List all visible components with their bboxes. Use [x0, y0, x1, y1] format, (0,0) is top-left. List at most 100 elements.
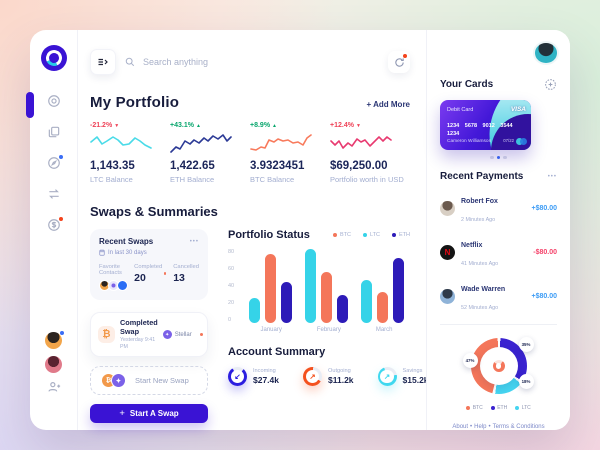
- bar-eth-january[interactable]: [281, 282, 293, 323]
- summary-item-savings: ↗ Savings $15.2k: [377, 367, 429, 386]
- app-logo-icon[interactable]: [40, 45, 67, 71]
- footer-links: About • Help • Terms & Conditions: [440, 424, 557, 430]
- add-user-button[interactable]: [47, 380, 61, 394]
- portfolio-cards-row: -21.2% ▼ 1,143.35 LTC Balance +43.1% ▲ 1,4…: [90, 122, 410, 184]
- add-card-button[interactable]: [544, 78, 557, 91]
- favorite-contacts: [99, 280, 134, 291]
- summary-label: Outgoing: [328, 368, 351, 374]
- sparkline-chart: [170, 134, 232, 153]
- dollar-icon: [47, 219, 60, 231]
- start-new-swap-label: Start New Swap: [135, 376, 189, 386]
- contact-avatar[interactable]: [45, 356, 62, 373]
- legend-item-ltc[interactable]: LTC: [363, 232, 380, 238]
- legend-label: BTC: [472, 405, 483, 411]
- contact-avatar[interactable]: [117, 280, 128, 291]
- payment-amount: +$80.00: [531, 292, 558, 300]
- visa-logo: VISA: [510, 105, 526, 113]
- payment-avatar: N: [440, 244, 455, 260]
- portfolio-card[interactable]: +43.1% ▲ 1,422.65 ETH Balance: [170, 122, 250, 184]
- add-more-button[interactable]: + Add More: [366, 100, 410, 109]
- sidebar-item-dashboard[interactable]: [47, 94, 61, 108]
- coin-pair: ₿ ✦: [101, 373, 126, 389]
- completed-count: 20: [134, 272, 167, 284]
- balance-value: 3.9323451: [250, 160, 305, 172]
- payment-row[interactable]: N Netflix 41 Minutes Ago -$80.00: [440, 234, 557, 270]
- your-cards-header: Your Cards: [440, 78, 557, 91]
- more-menu-icon[interactable]: •••: [547, 173, 557, 180]
- documents-icon: [48, 126, 59, 138]
- bar-ltc-march[interactable]: [360, 280, 372, 323]
- section-title-swaps: Swaps & Summaries: [90, 204, 218, 219]
- x-tick: February: [316, 327, 341, 333]
- payment-row[interactable]: Robert Fox 2 Minutes Ago +$80.00: [440, 190, 557, 226]
- bar-eth-march[interactable]: [392, 258, 404, 323]
- portfolio-card[interactable]: +8.9% ▲ 3.9323451 BTC Balance: [250, 122, 330, 184]
- legend-item-btc[interactable]: BTC: [333, 232, 351, 238]
- search-bar[interactable]: [125, 56, 379, 68]
- payment-avatar: [440, 200, 455, 216]
- start-a-swap-button[interactable]: + Start A Swap: [90, 404, 208, 424]
- sidebar-item-explore[interactable]: [47, 155, 63, 170]
- balance-value: 1,143.35: [90, 160, 135, 172]
- savings-arrow-icon: ↗: [383, 372, 391, 381]
- refresh-icon: [394, 57, 404, 67]
- donut-badge-ltc: 18%: [518, 374, 534, 389]
- refresh-button[interactable]: [388, 51, 410, 73]
- allocation-donut[interactable]: 35% 18% 47%: [462, 337, 534, 394]
- y-tick: 40: [228, 283, 235, 289]
- bar-btc-january[interactable]: [265, 253, 277, 323]
- sidebar-item-transfers[interactable]: [47, 187, 61, 201]
- payment-row[interactable]: Wade Warren 52 Minutes Ago +$80.00: [440, 278, 557, 314]
- sidebar-item-earnings[interactable]: [47, 217, 63, 232]
- bar-ltc-february[interactable]: [304, 249, 316, 323]
- charts-column: Portfolio Status BTC LTC ETH 80 60 40 20 0 Jan…: [228, 229, 429, 423]
- legend-label: LTC: [370, 232, 380, 238]
- your-cards-title: Your Cards: [440, 78, 494, 90]
- pager-dot[interactable]: [490, 155, 494, 160]
- summary-item-outgoing: ↗ Outgoing $11.2k: [303, 367, 354, 386]
- balance-label: Portfolio worth in USD: [330, 175, 404, 184]
- bar-y-axis: 80 60 40 20 0: [228, 249, 243, 323]
- cancelled-count: 13: [173, 272, 185, 284]
- bar-ltc-january[interactable]: [249, 298, 261, 323]
- portfolio-card[interactable]: -21.2% ▼ 1,143.35 LTC Balance: [90, 122, 170, 184]
- completed-swap-info: Completed Swap Yesterday 9:41 PM: [120, 318, 158, 351]
- divider: [440, 324, 557, 325]
- trend-up-icon: ▲: [272, 122, 277, 129]
- legend-item-eth[interactable]: ETH: [392, 232, 410, 238]
- pager-dot[interactable]: [503, 155, 507, 160]
- right-panel: Your Cards Debit Card VISA 1234 5678 901…: [426, 30, 570, 430]
- pager-dot-active[interactable]: [496, 155, 501, 160]
- more-menu-icon[interactable]: •••: [189, 238, 199, 245]
- bar-btc-march[interactable]: [376, 291, 388, 323]
- summary-label: Incoming: [253, 368, 276, 374]
- menu-toggle-button[interactable]: [90, 49, 116, 75]
- payment-name: Wade Warren: [461, 286, 506, 294]
- legend-dot: [363, 233, 368, 237]
- start-new-swap-card[interactable]: ₿ ✦ Start New Swap: [90, 366, 208, 396]
- card-change: +8.9% ▲: [250, 122, 277, 129]
- payment-time: 41 Minutes Ago: [461, 261, 499, 268]
- bar-btc-february[interactable]: [320, 272, 332, 323]
- pie-center-icon: [492, 360, 505, 372]
- footer-link-terms[interactable]: Terms & Conditions: [492, 424, 545, 430]
- trend-down-icon: ▼: [114, 122, 120, 129]
- footer-link-about[interactable]: About: [452, 424, 469, 430]
- completed-swap-card[interactable]: ₿ Completed Swap Yesterday 9:41 PM ✦ Stel…: [90, 312, 208, 358]
- contacts-label: Favorite Contacts: [99, 264, 122, 276]
- search-input[interactable]: [141, 56, 379, 68]
- hamburger-arrow-icon: [98, 58, 108, 66]
- network-badge: ✦ Stellar: [162, 330, 192, 340]
- user-avatar[interactable]: [535, 43, 557, 63]
- network-name: Stellar: [174, 331, 192, 338]
- donut-legend-item-btc: BTC: [466, 405, 483, 411]
- sparkline-chart: [250, 134, 312, 151]
- contact-avatar[interactable]: [45, 331, 64, 349]
- bar-eth-february[interactable]: [336, 295, 348, 323]
- sidebar-nav: [47, 94, 63, 232]
- footer-link-help[interactable]: Help: [474, 424, 487, 430]
- portfolio-card[interactable]: +12.4% ▼ $69,250.00 Portfolio worth in US…: [330, 122, 410, 184]
- sidebar: [26, 30, 78, 430]
- debit-card[interactable]: Debit Card VISA 1234 5678 9012 3544 1234…: [440, 99, 531, 150]
- sidebar-item-documents[interactable]: [47, 125, 61, 139]
